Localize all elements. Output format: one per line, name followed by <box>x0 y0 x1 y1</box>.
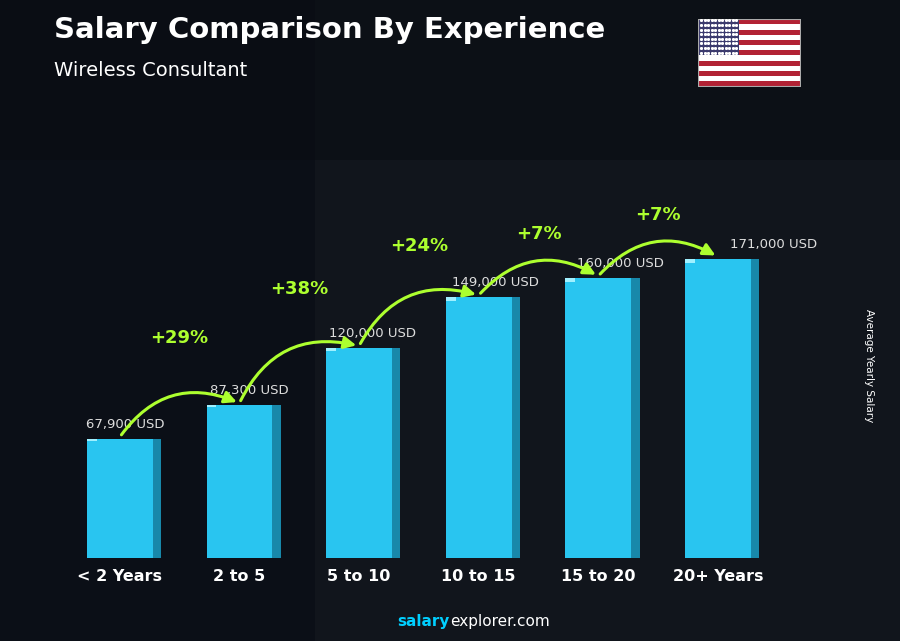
Bar <box>698 61 801 66</box>
Bar <box>87 439 153 558</box>
Text: Salary Comparison By Experience: Salary Comparison By Experience <box>54 16 605 44</box>
Text: 67,900 USD: 67,900 USD <box>86 419 165 431</box>
Bar <box>698 19 801 24</box>
Bar <box>698 76 801 81</box>
Polygon shape <box>153 439 161 558</box>
Bar <box>698 24 801 29</box>
Text: +29%: +29% <box>150 329 209 347</box>
Bar <box>565 278 631 558</box>
Bar <box>698 45 801 50</box>
Bar <box>698 56 801 61</box>
Bar <box>698 71 801 76</box>
Text: 87,300 USD: 87,300 USD <box>210 385 288 397</box>
Text: +7%: +7% <box>516 226 562 244</box>
Bar <box>565 278 575 282</box>
Text: Average Yearly Salary: Average Yearly Salary <box>863 309 874 422</box>
Bar <box>698 35 801 40</box>
Bar <box>87 439 97 441</box>
Text: salary: salary <box>398 615 450 629</box>
Bar <box>326 348 392 558</box>
Bar <box>315 0 900 641</box>
Bar <box>685 259 695 263</box>
Polygon shape <box>392 348 400 558</box>
Bar <box>206 405 273 558</box>
Bar <box>698 50 801 56</box>
Bar <box>206 405 216 407</box>
Polygon shape <box>631 278 640 558</box>
Bar <box>0 0 900 160</box>
Text: 160,000 USD: 160,000 USD <box>577 257 663 271</box>
Bar <box>685 259 751 558</box>
Text: 149,000 USD: 149,000 USD <box>453 276 539 290</box>
Text: +24%: +24% <box>390 237 448 255</box>
Text: +38%: +38% <box>270 280 328 298</box>
Text: 120,000 USD: 120,000 USD <box>329 327 416 340</box>
Bar <box>698 66 801 71</box>
Bar <box>698 29 801 35</box>
Text: 171,000 USD: 171,000 USD <box>730 238 817 251</box>
Bar <box>446 297 511 558</box>
Polygon shape <box>511 297 520 558</box>
Bar <box>446 297 455 301</box>
Polygon shape <box>751 259 760 558</box>
Text: explorer.com: explorer.com <box>450 615 550 629</box>
Text: Wireless Consultant: Wireless Consultant <box>54 61 248 80</box>
Bar <box>0 0 315 641</box>
Polygon shape <box>273 405 281 558</box>
Bar <box>326 348 336 351</box>
Bar <box>698 19 739 56</box>
Text: +7%: +7% <box>635 206 681 224</box>
Bar <box>698 81 801 87</box>
Bar <box>698 40 801 45</box>
